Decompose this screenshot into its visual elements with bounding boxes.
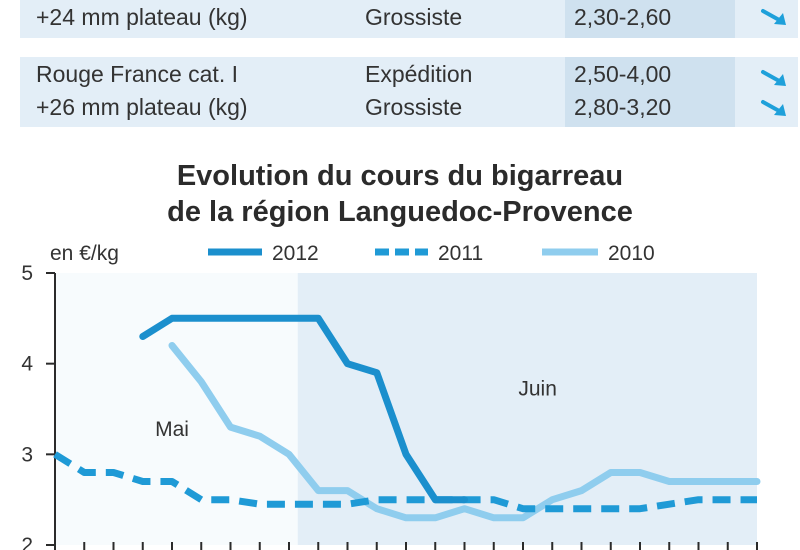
price-chart: Evolution du cours du bigarreau de la ré… [0, 150, 800, 550]
trend-down-icon [761, 100, 786, 116]
market-cell: Expédition [365, 61, 473, 87]
chart-title-line-1: Evolution du cours du bigarreau [176, 160, 624, 192]
chart-plot: 2 3 4 5 en €/kg Mai Juin 2012 2011 2010 [21, 242, 761, 550]
product-cell: Rouge France cat. I [36, 61, 238, 87]
chart-title-line-2: de la région Languedoc-Provence [167, 196, 633, 228]
table-row: Rouge France cat. I +26 mm plateau (kg) … [20, 57, 798, 127]
trend-down-icon [761, 9, 786, 25]
legend-label-2010: 2010 [608, 242, 655, 265]
y-tick-label: 5 [21, 262, 33, 285]
product-cell: +24 mm plateau (kg) [36, 4, 248, 30]
y-axis-label: en €/kg [50, 242, 119, 265]
trend-down-icon [761, 70, 786, 86]
market-cell: Grossiste [365, 4, 463, 30]
legend-label-2012: 2012 [272, 242, 319, 265]
table-row: +24 mm plateau (kg) Grossiste 2,30-2,60 [20, 0, 798, 38]
y-tick-label: 4 [21, 353, 33, 376]
price-cell: 2,80-3,20 [574, 94, 672, 120]
price-column [565, 57, 735, 127]
price-table: +24 mm plateau (kg) Grossiste 2,30-2,60 … [0, 0, 800, 150]
series-line-2011 [53, 451, 757, 513]
product-cell: +26 mm plateau (kg) [36, 94, 248, 120]
price-cell: 2,50-4,00 [574, 61, 672, 87]
series-line-2010 [168, 342, 761, 522]
annotation-label: Mai [155, 418, 189, 441]
y-tick-label: 2 [21, 534, 33, 550]
market-cell: Grossiste [365, 94, 463, 120]
series-line-2012 [139, 314, 468, 504]
price-cell: 2,30-2,60 [574, 4, 672, 30]
y-tick-label: 3 [21, 443, 33, 466]
price-column [565, 0, 735, 38]
annotation-label: Juin [518, 377, 557, 400]
legend-label-2011: 2011 [438, 242, 483, 265]
shaded-region [297, 273, 757, 545]
